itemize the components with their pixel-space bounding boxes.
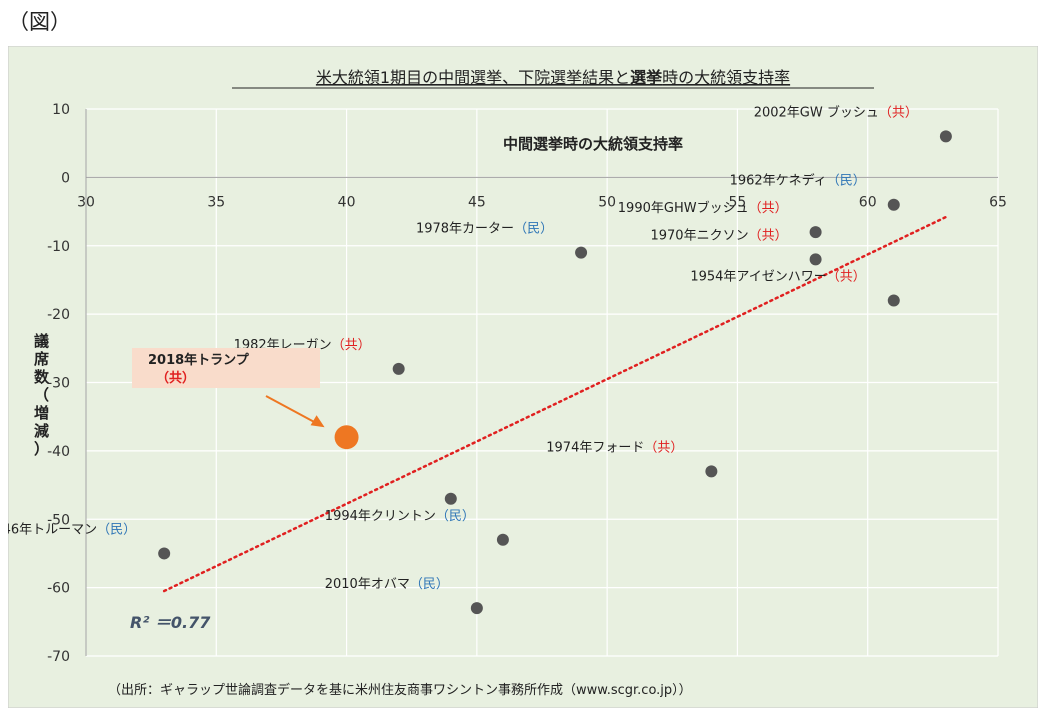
data-point — [887, 294, 900, 307]
y-label-char: 数 — [34, 368, 50, 386]
point-label: 1994年クリントン（民） — [325, 509, 475, 524]
data-point — [939, 130, 952, 143]
point-label-name: 1990年GHWブッシュ — [618, 200, 749, 216]
data-point — [496, 533, 509, 546]
x-tick-label: 30 — [77, 194, 95, 210]
point-label-name: 1946年トルーマン — [8, 522, 97, 537]
point-label-party: （民） — [410, 577, 449, 592]
scatter-chart: 10 0 -10 -20 -30 -40 -50 -60 -70 30 35 40 45 50 55 60 65… — [0, 45, 1039, 709]
data-points — [158, 130, 952, 615]
callout-arrow-line — [265, 395, 318, 425]
trendline-path — [162, 215, 948, 593]
y-axis-label: 議席数（増減） — [34, 332, 50, 458]
highlight-callout: 2018年トランプ （共） — [132, 348, 359, 450]
y-tick-label: 10 — [52, 102, 70, 118]
callout-party: （共） — [156, 370, 195, 386]
x-tick-label: 65 — [989, 194, 1007, 210]
y-tick-label: 0 — [61, 170, 70, 186]
y-tick-label: -30 — [47, 376, 70, 392]
data-point — [705, 465, 718, 478]
r-squared-label: R² ＝0.77 — [130, 613, 211, 632]
y-label-char: 席 — [34, 350, 49, 368]
y-label-char: 増 — [34, 404, 49, 422]
chart-title: 米大統領1期目の中間選挙、下院選挙結果と選挙時の大統領支持率 — [316, 68, 790, 87]
highlight-point — [334, 425, 359, 450]
point-label-party: （共） — [827, 269, 866, 284]
point-label: 1990年GHWブッシュ（共） — [618, 200, 788, 216]
data-point — [575, 246, 588, 259]
y-label-char: 減 — [34, 422, 49, 440]
point-label-party: （共） — [644, 440, 683, 455]
y-label-char: （ — [34, 386, 49, 404]
point-label-party: （民） — [827, 174, 866, 189]
x-tick-label: 45 — [468, 194, 486, 210]
x-axis-label: 中間選挙時の大統領支持率 — [503, 135, 683, 153]
x-tick-label: 50 — [598, 194, 616, 210]
data-point — [470, 602, 483, 615]
point-label-name: 1970年ニクソン — [650, 228, 748, 243]
point-label-party: （民） — [436, 509, 475, 524]
data-point — [809, 253, 822, 266]
point-labels: 1946年トルーマン（民）1954年アイゼンハワー（共）1962年ケネディ（民）… — [0, 104, 918, 592]
point-label-name: 1974年フォード — [546, 440, 644, 455]
chart-container: 10 0 -10 -20 -30 -40 -50 -60 -70 30 35 40 45 50 55 60 65… — [0, 45, 1039, 709]
point-label-name: 1954年アイゼンハワー — [690, 269, 826, 284]
title-segment: 時の大統領支持率 — [662, 68, 790, 87]
point-label-party: （民） — [514, 222, 553, 237]
point-label-name: 1962年ケネディ — [730, 173, 827, 189]
y-tick-label: -50 — [47, 512, 70, 528]
point-label: 2002年GW ブッシュ（共） — [754, 104, 918, 120]
point-label: 1954年アイゼンハワー（共） — [690, 269, 865, 284]
y-label-char: ） — [34, 440, 49, 458]
point-label-party: （共） — [749, 201, 788, 216]
y-tick-label: -70 — [47, 649, 70, 665]
figure-label: （図） — [8, 10, 71, 34]
callout-arrow-head — [310, 415, 325, 428]
point-label: 1946年トルーマン（民） — [8, 522, 136, 537]
data-point — [809, 226, 822, 239]
data-point — [444, 492, 457, 505]
x-tick-label: 40 — [338, 194, 356, 210]
point-label: 1974年フォード（共） — [546, 440, 683, 455]
point-label-party: （共） — [332, 338, 371, 353]
y-label-char: 議 — [34, 332, 49, 350]
point-label-name: 1994年クリントン — [325, 509, 436, 524]
y-tick-label: -60 — [47, 581, 70, 597]
source-note: （出所：ギャラップ世論調査データを基に米州住友商事ワシントン事務所作成（www.… — [108, 682, 692, 698]
point-label: 1978年カーター（民） — [416, 222, 553, 237]
x-tick-label: 60 — [859, 194, 877, 210]
point-label: 1970年ニクソン（共） — [650, 228, 787, 243]
trendline — [162, 215, 948, 593]
y-tick-label: -40 — [47, 444, 70, 460]
y-tick-label: -10 — [47, 239, 70, 255]
point-label-name: 2010年オバマ — [325, 577, 410, 592]
point-label-party: （民） — [97, 522, 136, 537]
point-label-party: （共） — [749, 228, 788, 243]
x-tick-label: 55 — [729, 194, 747, 210]
data-point — [887, 198, 900, 211]
y-tick-label: -20 — [47, 307, 70, 323]
point-label-party: （共） — [879, 105, 918, 120]
callout-box — [132, 348, 320, 388]
data-point — [158, 547, 171, 560]
point-label-name: 1978年カーター — [416, 222, 514, 237]
callout-title: 2018年トランプ — [148, 352, 250, 368]
point-label-name: 2002年GW ブッシュ — [754, 104, 879, 120]
title-segment: 米大統領1期目の中間選挙、下院選挙結果と — [316, 68, 630, 87]
title-segment: 選挙 — [630, 68, 662, 87]
point-label: 2010年オバマ（民） — [325, 577, 449, 592]
x-tick-label: 35 — [207, 194, 225, 210]
axes: 10 0 -10 -20 -30 -40 -50 -60 -70 30 35 40 45 50 55 60 65 — [47, 102, 1007, 665]
point-label: 1962年ケネディ（民） — [730, 173, 866, 189]
data-point — [392, 362, 405, 375]
